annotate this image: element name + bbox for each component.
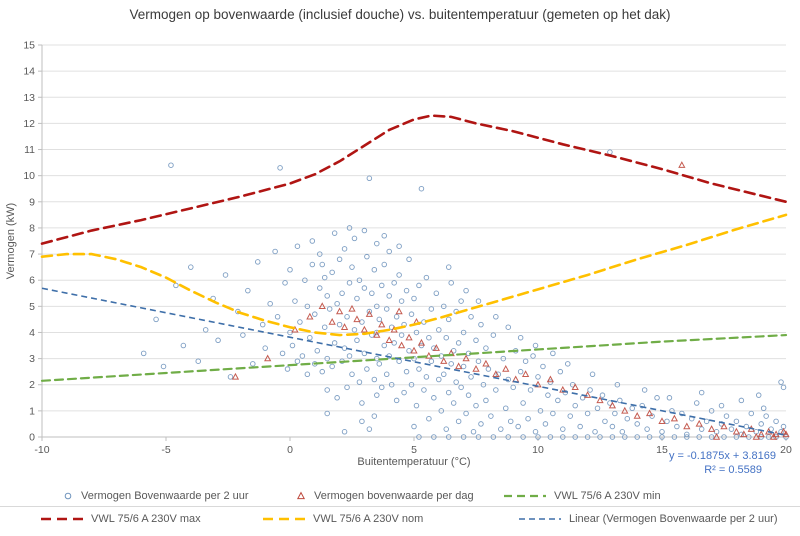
svg-text:1: 1 [29, 405, 35, 417]
svg-text:0: 0 [29, 432, 35, 444]
legend-divider [0, 506, 800, 507]
legend-label-vwl-nom: VWL 75/6 A 230V nom [313, 513, 424, 525]
svg-text:14: 14 [23, 66, 35, 78]
line-series [40, 114, 788, 245]
legend-label-per-dag: Vermogen bovenwaarde per dag [314, 490, 474, 502]
dashed-line-marker-icon [263, 517, 305, 521]
svg-text:8: 8 [29, 222, 35, 234]
svg-text:5: 5 [411, 444, 417, 456]
legend-item-vwl-nom: VWL 75/6 A 230V nom [262, 513, 423, 525]
svg-text:9: 9 [29, 196, 35, 208]
scatter-circle-marker-icon [64, 492, 72, 500]
svg-text:6: 6 [29, 275, 35, 287]
legend-label-per-2-uur: Vermogen Bovenwaarde per 2 uur [81, 490, 249, 502]
svg-text:15: 15 [656, 444, 668, 456]
legend-item-linear-trend: Linear (Vermogen Bovenwaarde per 2 uur) [518, 513, 778, 525]
chart-legend: Vermogen Bovenwaarde per 2 uur Vermogen … [0, 488, 800, 536]
svg-text:11: 11 [24, 144, 35, 156]
legend-item-vwl-min: VWL 75/6 A 230V min [503, 490, 661, 502]
legend-item-per-dag: Vermogen bovenwaarde per dag [295, 490, 474, 502]
scatter-triangle-marker-icon [296, 491, 306, 500]
trendline-series [41, 287, 787, 437]
svg-text:0: 0 [287, 444, 293, 456]
dashed-line-marker-icon [504, 494, 546, 498]
svg-text:-5: -5 [161, 444, 170, 456]
svg-text:12: 12 [23, 118, 35, 130]
scatter-series-triangle [231, 161, 790, 440]
x-axis-title: Buitentemperatuur (°C) [357, 456, 470, 468]
svg-text:15: 15 [23, 40, 35, 52]
legend-item-vwl-max: VWL 75/6 A 230V max [40, 513, 201, 525]
svg-text:10: 10 [532, 444, 544, 456]
svg-text:7: 7 [29, 249, 35, 261]
dashed-line-marker-icon [41, 517, 83, 521]
svg-text:10: 10 [23, 170, 35, 182]
chart-title: Vermogen op bovenwaarde (inclusief douch… [129, 7, 671, 22]
svg-text:20: 20 [780, 444, 792, 456]
dashed-line-marker-icon [519, 518, 561, 520]
legend-item-per-2-uur: Vermogen Bovenwaarde per 2 uur [62, 490, 249, 502]
y-axis-title: Vermogen (kW) [5, 203, 17, 279]
svg-text:13: 13 [23, 92, 35, 104]
trendline-equation: y = -0.1875x + 3.8169 [669, 450, 776, 462]
scatter-series-circle [140, 149, 789, 440]
svg-text:3: 3 [29, 353, 35, 365]
legend-label-linear-trend: Linear (Vermogen Bovenwaarde per 2 uur) [569, 513, 778, 525]
legend-label-vwl-max: VWL 75/6 A 230V max [91, 513, 201, 525]
svg-text:2: 2 [29, 379, 35, 391]
svg-text:4: 4 [29, 327, 35, 339]
svg-text:5: 5 [29, 301, 35, 313]
svg-text:-10: -10 [34, 444, 49, 456]
line-series [40, 213, 788, 337]
line-series [40, 333, 788, 382]
legend-label-vwl-min: VWL 75/6 A 230V min [554, 490, 661, 502]
trendline-r-squared: R² = 0.5589 [704, 464, 762, 476]
